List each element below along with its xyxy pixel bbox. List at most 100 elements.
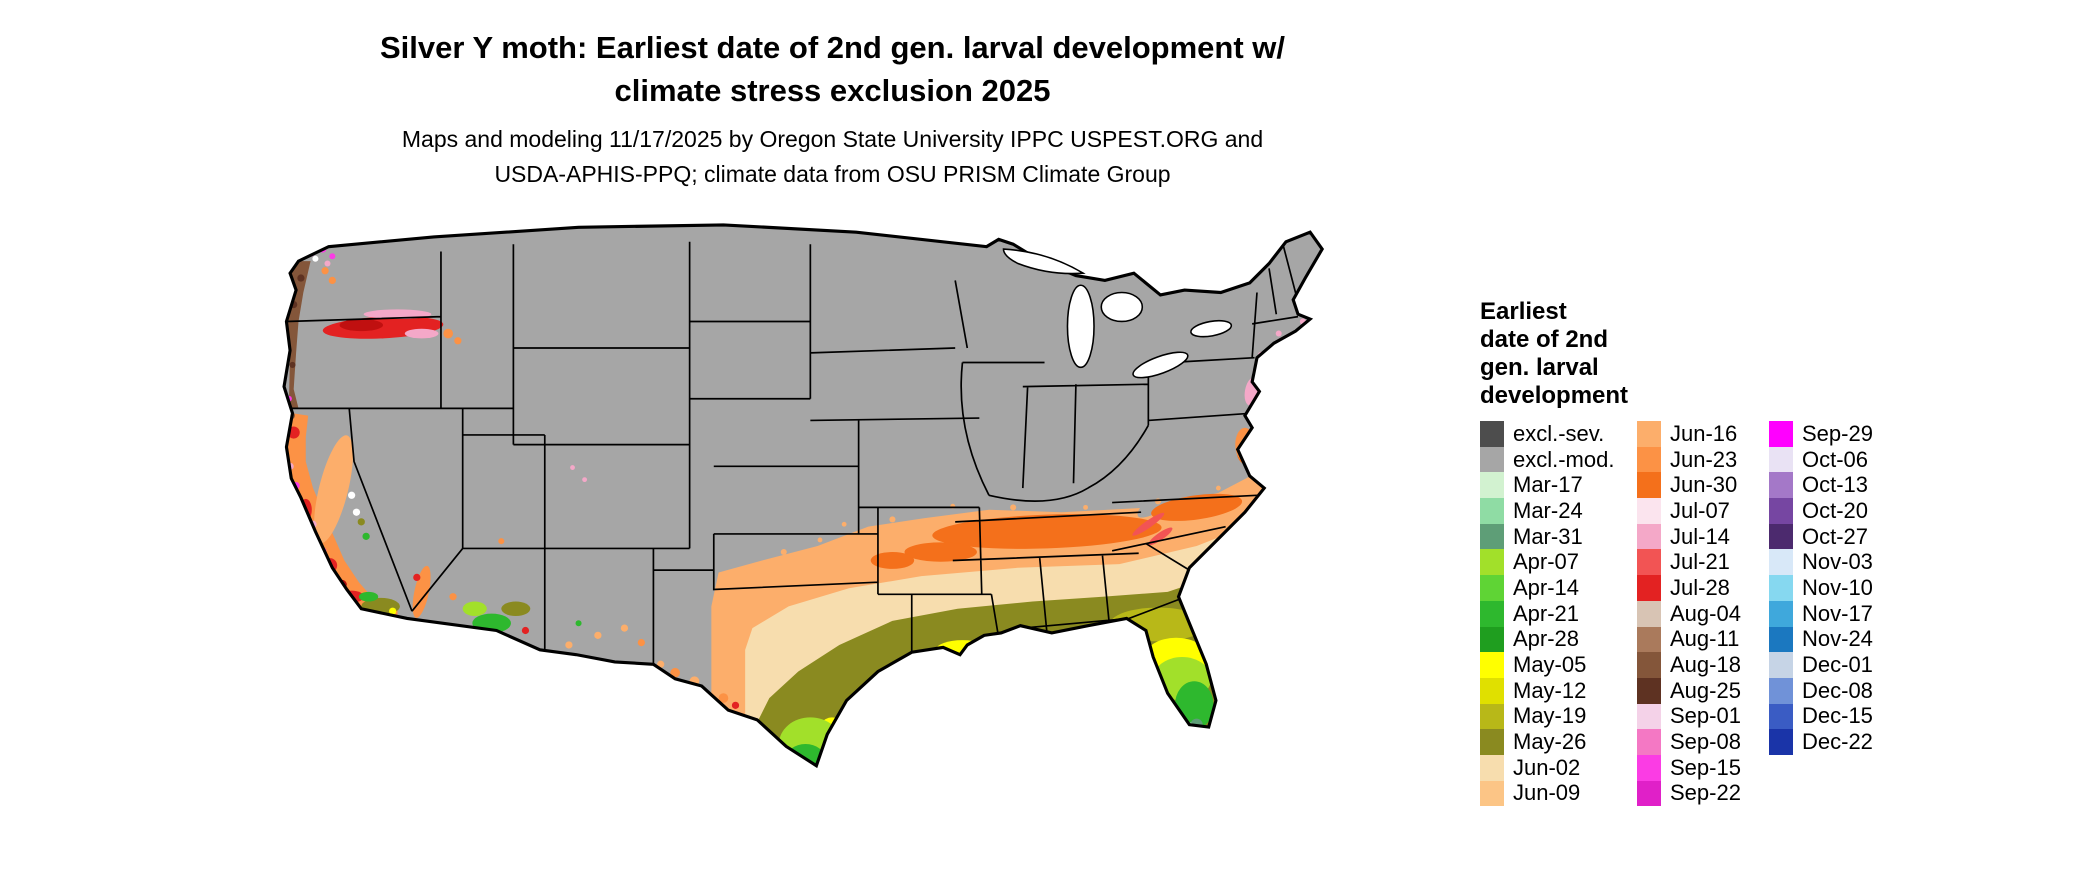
legend-swatch	[1769, 677, 1793, 704]
legend-row: Oct-27	[1769, 524, 1873, 550]
legend-swatch	[1480, 421, 1504, 447]
legend-row: excl.-mod.	[1480, 447, 1614, 473]
legend-label: excl.-sev.	[1513, 420, 1605, 446]
legend-swatch	[1637, 472, 1661, 499]
legend-label: Nov-17	[1802, 600, 1873, 626]
legend-row: Nov-03	[1769, 549, 1873, 576]
legend-label: Oct-27	[1802, 523, 1869, 549]
legend-label: Jul-07	[1670, 497, 1730, 523]
legend-swatch	[1637, 498, 1661, 524]
legend-column-1: excl.-sev. excl.-mod. Mar-17 Mar-24 Mar-31 Ap…	[1480, 421, 1614, 807]
legend-swatch	[1637, 421, 1661, 447]
legend-row: Aug-25	[1637, 678, 1741, 704]
legend-swatch	[1769, 523, 1793, 550]
legend-swatch	[1480, 754, 1504, 781]
legend-row: Nov-17	[1769, 601, 1873, 627]
legend-row: Sep-22	[1637, 780, 1741, 807]
page-subtitle: Maps and modeling 11/17/2025 by Oregon S…	[401, 126, 1264, 187]
legend-swatch	[1637, 754, 1661, 781]
legend-row: Sep-08	[1637, 729, 1741, 755]
legend-row: Dec-08	[1769, 678, 1873, 704]
legend-label: May-26	[1513, 729, 1587, 755]
us-map	[282, 223, 1324, 768]
legend-row: Jun-16	[1637, 421, 1741, 447]
legend-row: excl.-sev.	[1480, 421, 1614, 447]
legend-label: Jul-21	[1670, 549, 1730, 575]
legend-label: Aug-11	[1670, 626, 1740, 652]
legend-label: Dec-15	[1802, 703, 1873, 729]
legend-row: Dec-22	[1769, 729, 1873, 755]
legend-swatch	[1480, 472, 1504, 499]
legend-label: Sep-29	[1802, 420, 1873, 446]
legend-label: May-12	[1513, 677, 1587, 703]
legend-swatch	[1480, 600, 1504, 627]
legend-swatch	[1769, 421, 1793, 447]
legend-row: Jul-07	[1637, 498, 1741, 524]
legend-row: Apr-21	[1480, 601, 1614, 627]
legend-row: Jun-02	[1480, 755, 1614, 781]
legend-swatch	[1480, 523, 1504, 550]
legend-label: Mar-17	[1513, 472, 1583, 498]
legend-swatch	[1637, 600, 1661, 627]
legend-label: Sep-22	[1670, 780, 1741, 806]
legend-swatch	[1637, 729, 1661, 755]
legend-label: Aug-04	[1670, 600, 1741, 626]
legend-row: Apr-28	[1480, 626, 1614, 653]
legend-column-3: Sep-29 Oct-06 Oct-13 Oct-20 Oct-27 Nov-03 Nov-…	[1769, 421, 1873, 755]
legend-row: Jun-09	[1480, 780, 1614, 807]
legend-row: Oct-20	[1769, 498, 1873, 524]
legend-label: Oct-13	[1802, 472, 1869, 498]
legend-row: Oct-13	[1769, 472, 1873, 499]
legend-swatch	[1637, 549, 1661, 576]
legend-row: Sep-15	[1637, 755, 1741, 781]
legend-label: Nov-24	[1802, 626, 1873, 652]
legend-row: Dec-15	[1769, 703, 1873, 730]
legend-label: Oct-06	[1802, 446, 1869, 472]
legend-swatch	[1769, 626, 1793, 653]
legend-row: Apr-14	[1480, 575, 1614, 601]
legend-label: Jun-16	[1670, 420, 1738, 446]
legend-row: May-12	[1480, 678, 1614, 704]
legend-label: Apr-14	[1513, 574, 1580, 600]
legend-label: Aug-25	[1670, 677, 1741, 703]
legend-label: Jun-02	[1513, 754, 1581, 780]
legend-label: Sep-15	[1670, 754, 1741, 780]
legend-swatch	[1769, 575, 1793, 601]
legend-label: Dec-01	[1802, 652, 1873, 678]
page-title: Silver Y moth: Earliest date of 2nd gen.…	[379, 30, 1285, 109]
legend-label: Jun-23	[1670, 446, 1738, 472]
legend-label: Dec-22	[1802, 729, 1873, 755]
legend-label: Nov-10	[1802, 574, 1873, 600]
legend-row: Mar-24	[1480, 498, 1614, 524]
legend-label: excl.-mod.	[1513, 446, 1615, 472]
legend-swatch	[1480, 575, 1504, 601]
legend-label: Nov-03	[1802, 549, 1873, 575]
legend-swatch	[1769, 446, 1793, 473]
legend-swatch	[1769, 498, 1793, 524]
legend-row: Nov-10	[1769, 575, 1873, 601]
legend-row: Oct-06	[1769, 447, 1873, 473]
legend-row: Mar-31	[1480, 524, 1614, 550]
legend-swatch	[1480, 549, 1504, 576]
legend-swatch	[1637, 780, 1661, 807]
legend-label: Apr-07	[1513, 549, 1580, 575]
legend-swatch	[1637, 652, 1661, 678]
legend-row: May-05	[1480, 652, 1614, 678]
legend-label: Mar-24	[1513, 497, 1583, 523]
legend-swatch	[1769, 729, 1793, 755]
legend-swatch	[1637, 575, 1661, 601]
legend-swatch	[1480, 677, 1504, 704]
legend-label: Oct-20	[1802, 497, 1869, 523]
legend-swatch	[1480, 626, 1504, 653]
legend-label: Apr-21	[1513, 600, 1580, 626]
legend-row: Apr-07	[1480, 549, 1614, 576]
legend-row: Aug-04	[1637, 601, 1741, 627]
legend-swatch	[1480, 652, 1504, 678]
legend-row: May-19	[1480, 703, 1614, 730]
legend-label: Jul-14	[1670, 523, 1730, 549]
legend-row: Sep-01	[1637, 703, 1741, 730]
legend-swatch	[1637, 677, 1661, 704]
legend-swatch	[1637, 626, 1661, 653]
legend-label: Apr-28	[1513, 626, 1580, 652]
